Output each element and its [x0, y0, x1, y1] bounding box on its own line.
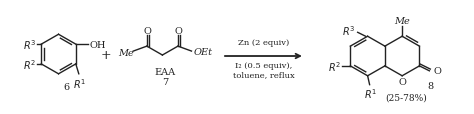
Text: +: + — [101, 48, 112, 61]
Text: $R^2$: $R^2$ — [23, 57, 36, 71]
Text: $R^1$: $R^1$ — [364, 87, 377, 101]
Text: (25-78%): (25-78%) — [385, 93, 427, 102]
Text: OH: OH — [90, 40, 106, 49]
Text: $R^2$: $R^2$ — [328, 60, 341, 73]
Text: I₂ (0.5 equiv),: I₂ (0.5 equiv), — [235, 61, 292, 69]
Text: $R^1$: $R^1$ — [73, 76, 86, 90]
Text: Me: Me — [394, 17, 410, 26]
Text: toluene, reflux: toluene, reflux — [233, 70, 294, 78]
Text: 7: 7 — [162, 78, 168, 86]
Text: $R^3$: $R^3$ — [23, 38, 36, 52]
Text: O: O — [144, 27, 152, 35]
Text: OEt: OEt — [193, 47, 212, 56]
Text: O: O — [398, 77, 406, 86]
Text: 6: 6 — [64, 82, 70, 91]
Text: O: O — [175, 27, 183, 35]
Text: EAA: EAA — [155, 68, 175, 77]
Text: $R^3$: $R^3$ — [342, 24, 356, 38]
Text: Zn (2 equiv): Zn (2 equiv) — [238, 39, 289, 47]
Text: O: O — [433, 67, 441, 76]
Text: Me: Me — [118, 48, 134, 57]
Text: 8: 8 — [427, 81, 433, 90]
